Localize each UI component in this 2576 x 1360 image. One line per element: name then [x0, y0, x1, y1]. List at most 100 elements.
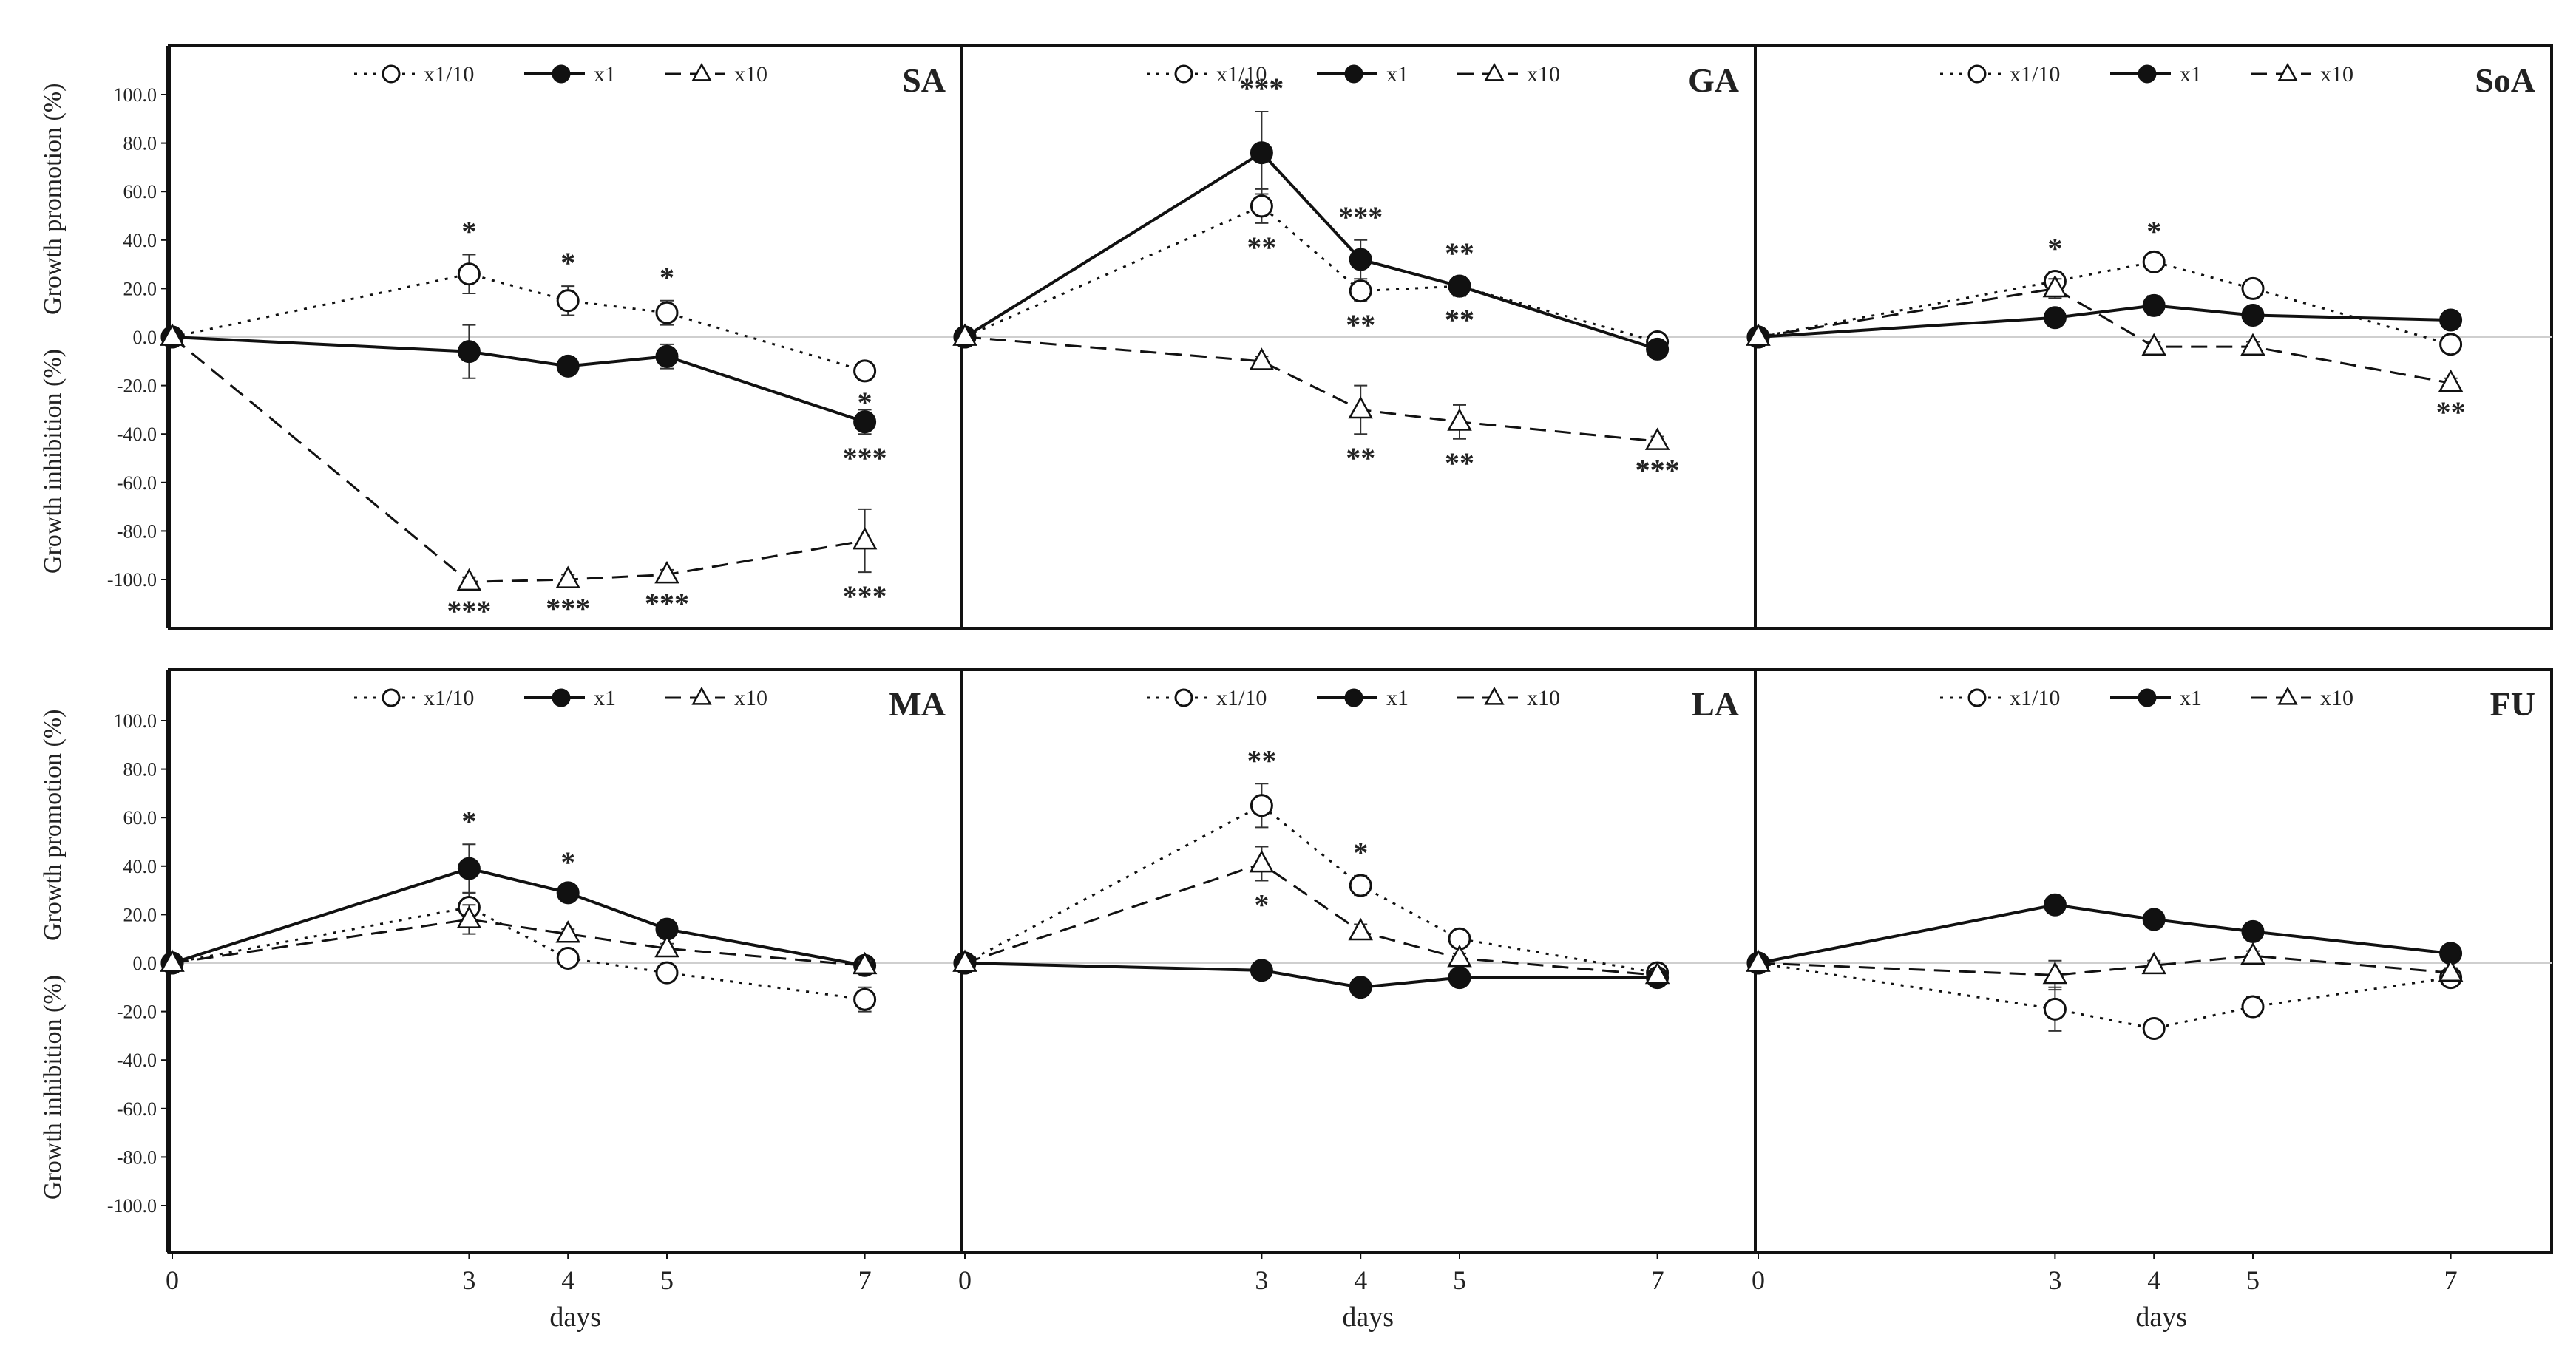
significance-marker: **: [1445, 446, 1474, 480]
series-line-x10: [964, 336, 1658, 443]
point-x1-10: [2142, 1017, 2166, 1041]
y-tick-label: 80.0: [123, 133, 157, 154]
x-tick-label: 7: [858, 1265, 872, 1295]
point-x10: [852, 951, 878, 975]
point-x1: [556, 881, 580, 905]
point-x1: [556, 354, 580, 378]
panel-title-fu: FU: [2490, 685, 2535, 723]
point-x1: [853, 410, 877, 434]
series-x1-10: ** ** **: [953, 188, 1670, 354]
legend-label-x1-10: x1/10: [1216, 62, 1267, 86]
significance-marker: *: [2146, 214, 2161, 248]
series-x1-10: **: [1746, 214, 2463, 356]
significance-marker: ***: [1338, 200, 1383, 234]
point-x1-10: [1174, 64, 1193, 84]
point-x10: [456, 905, 482, 928]
point-x1: [1344, 64, 1363, 84]
series-line-x10: [1758, 287, 2451, 384]
y-tick-label: -100.0: [107, 569, 157, 591]
y-tick-label: -20.0: [117, 375, 157, 397]
point-x1: [457, 340, 481, 364]
series-x1-10: [1746, 951, 2463, 1041]
series-line-x1: [1758, 304, 2451, 339]
series-x1: [953, 951, 1670, 999]
series-line-x10: [1758, 954, 2451, 976]
x-tick-label: 5: [2246, 1265, 2260, 1295]
point-x10: [1644, 961, 1670, 985]
legend-sa: x1/10 x1 x10: [354, 62, 767, 86]
point-x10: [952, 323, 977, 346]
panels: SA** ******** *** *** ***GA**** ************ *…: [160, 61, 2535, 1041]
y-tick-label: 80.0: [123, 759, 157, 781]
point-x10: [1447, 408, 1472, 431]
x-tick-label: 0: [958, 1265, 972, 1295]
series-x10: ** ** ***: [952, 323, 1680, 487]
y-tick-label: 100.0: [114, 84, 157, 106]
y-tick-label: 60.0: [123, 807, 157, 829]
point-x1-10: [2439, 333, 2463, 356]
legend-label-x1: x1: [2180, 686, 2202, 710]
y-axes: 100.0 80.0 60.0 40.0 20.0 0.0 -20.0 -40.0 -60.0 -…: [107, 46, 168, 1252]
point-x10: [456, 568, 482, 591]
point-x10: [2438, 959, 2464, 982]
point-x1-10: [1967, 688, 1987, 707]
point-x10: [1249, 849, 1275, 873]
series-line-x1-10: [172, 273, 866, 373]
point-x10: [2042, 961, 2068, 985]
point-x10: [2240, 333, 2265, 356]
x-tick-label: 5: [1453, 1265, 1466, 1295]
x-tick-label: 0: [1752, 1265, 1765, 1295]
point-x1: [1349, 248, 1372, 271]
point-x10: [2277, 686, 2298, 705]
point-x10: [555, 920, 580, 943]
series-x1: **: [160, 804, 877, 977]
point-x1-10: [2241, 276, 2265, 300]
significance-marker: *: [461, 804, 476, 837]
point-x1: [1344, 688, 1363, 707]
point-x10: [1249, 347, 1275, 370]
point-x1: [1646, 337, 1670, 361]
x-tick-label: 7: [2444, 1265, 2458, 1295]
y-axis-label-inhibition: Growth inhibition (%): [39, 349, 67, 574]
point-x1-10: [556, 946, 580, 970]
point-x1-10: [382, 64, 401, 84]
x-axis: 0 3 4 5 7 days 0 3 4 5 7 days 0 3 4 5 7 days: [166, 1251, 2552, 1333]
point-x1: [1349, 976, 1372, 999]
point-x1-10: [2241, 995, 2265, 1019]
series-x1: [1746, 893, 2463, 975]
x-axis-title: days: [1342, 1302, 1394, 1333]
panel-sa: SA** ******** *** *** ***: [160, 61, 946, 628]
series-line-x10: [172, 336, 865, 583]
point-x1: [2043, 893, 2067, 917]
series-line-x1-10: [964, 804, 1658, 974]
point-x10: [1484, 686, 1505, 705]
y-axis-label-promotion: Growth promotion (%): [39, 83, 67, 315]
series-x1: [1746, 293, 2463, 349]
point-x1-10: [1250, 794, 1273, 817]
significance-marker: **: [1346, 441, 1375, 475]
series-x10: [1746, 942, 2464, 991]
point-x1-10: [1174, 688, 1193, 707]
point-x1-10: [2142, 250, 2166, 273]
point-x1: [2142, 293, 2166, 317]
legend-soa: x1/10 x1 x10: [1940, 62, 2353, 86]
x-tick-label: 4: [1354, 1265, 1367, 1295]
point-x10: [1348, 917, 1373, 941]
series-line-x10: [964, 862, 1658, 976]
significance-marker: ***: [546, 592, 590, 625]
point-x10: [691, 686, 712, 705]
significance-marker: *: [560, 246, 575, 279]
point-x1: [552, 64, 571, 84]
point-x10: [2240, 942, 2265, 965]
point-x1-10: [1349, 279, 1372, 303]
y-tick-label: -40.0: [117, 424, 157, 445]
y-tick-label: 0.0: [133, 327, 157, 348]
point-x1: [1250, 959, 1273, 982]
series-line-x1: [172, 867, 865, 968]
point-x10: [852, 526, 878, 550]
x-tick-label: 3: [1255, 1265, 1268, 1295]
point-x1: [1448, 274, 1471, 298]
x-axis-title: days: [2135, 1302, 2187, 1333]
significance-marker: *: [660, 261, 674, 294]
